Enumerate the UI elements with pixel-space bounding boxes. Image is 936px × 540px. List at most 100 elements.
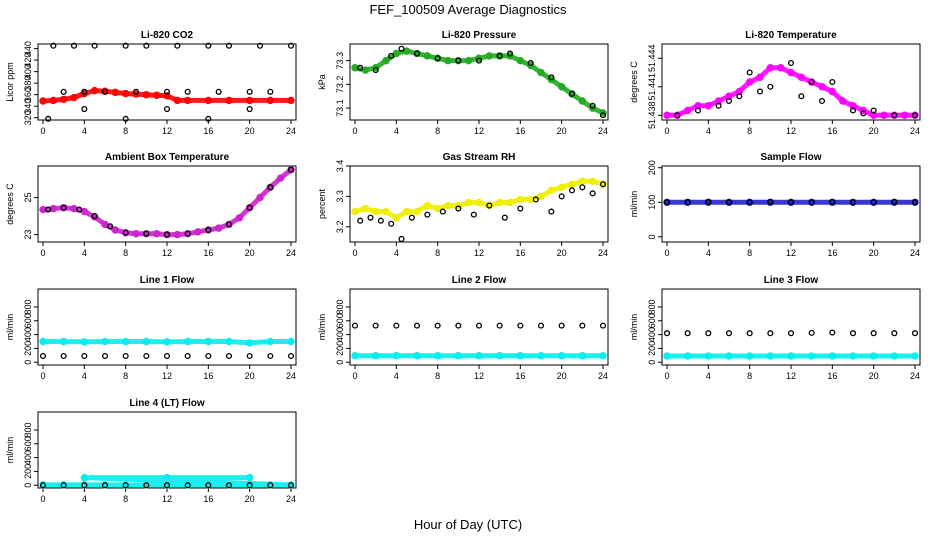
data-point xyxy=(599,322,607,329)
x-tick-label: 4 xyxy=(82,494,87,504)
data-point xyxy=(736,93,743,100)
data-point xyxy=(132,88,140,95)
panel-3: Ambient Box Temperature 0 4 8 12 16 20 24 23 25 de… xyxy=(5,152,297,258)
x-tick-label: 0 xyxy=(40,371,45,381)
data-point xyxy=(184,230,191,237)
data-point xyxy=(287,482,295,489)
data-point xyxy=(246,106,253,113)
data-point xyxy=(122,352,129,360)
x-tick-label: 8 xyxy=(123,126,128,136)
data-point xyxy=(351,322,359,329)
y-tick-label: 0 xyxy=(335,360,345,365)
series-cyan xyxy=(39,337,295,347)
y-tick-label: 400 xyxy=(23,450,33,465)
data-point xyxy=(767,83,774,90)
x-tick-label: 8 xyxy=(123,248,128,258)
panel-1: Li-820 Pressure 0 4 8 12 16 20 24 73.1 73.2 73.3 kP… xyxy=(317,30,609,136)
data-point xyxy=(163,352,171,360)
panel-4: Gas Stream RH 0 4 8 12 16 20 24 3.2 3.3 3.4 percent xyxy=(317,152,609,258)
x-tick-label: 4 xyxy=(706,371,711,381)
data-point xyxy=(911,330,919,337)
figure-xlabel: Hour of Day (UTC) xyxy=(413,517,523,532)
data-point xyxy=(60,352,67,360)
data-point xyxy=(756,88,764,95)
y-tick-label: 400 xyxy=(647,327,657,342)
x-tick-label: 16 xyxy=(515,371,525,381)
data-point xyxy=(39,352,47,360)
data-point xyxy=(60,204,67,211)
data-point xyxy=(81,106,88,113)
panel-title: Gas Stream RH xyxy=(443,152,516,163)
data-point xyxy=(589,190,596,197)
data-point xyxy=(246,88,253,95)
data-point xyxy=(122,115,129,122)
x-tick-label: 0 xyxy=(40,248,45,258)
data-point xyxy=(455,322,462,329)
data-point xyxy=(372,67,379,74)
x-tick-label: 16 xyxy=(203,126,213,136)
x-tick-label: 12 xyxy=(786,126,796,136)
data-point xyxy=(101,482,109,489)
data-point xyxy=(184,482,191,489)
data-point xyxy=(81,352,88,360)
x-tick-label: 20 xyxy=(245,494,255,504)
data-point xyxy=(767,198,774,205)
data-point xyxy=(45,206,52,213)
y-axis-label: ml/min xyxy=(5,314,15,341)
data-point xyxy=(694,107,702,114)
y-tick-label: 400 xyxy=(23,327,33,342)
panel-title: Li-820 CO2 xyxy=(141,30,194,41)
data-point xyxy=(532,196,539,203)
y-tick-label: 600 xyxy=(23,436,33,451)
data-point xyxy=(246,352,253,360)
panel-title: Line 3 Flow xyxy=(764,275,819,286)
x-tick-label: 16 xyxy=(203,494,213,504)
x-tick-label: 24 xyxy=(286,126,296,136)
plot-frame xyxy=(37,165,297,243)
data-point xyxy=(143,482,150,489)
x-tick-label: 8 xyxy=(123,371,128,381)
data-point xyxy=(787,330,795,337)
data-point xyxy=(205,226,212,234)
x-tick-label: 16 xyxy=(827,371,837,381)
x-tick-label: 4 xyxy=(706,126,711,136)
data-point xyxy=(486,202,493,209)
data-point xyxy=(287,42,295,49)
x-tick-label: 12 xyxy=(162,371,172,381)
data-point xyxy=(599,112,607,119)
x-tick-label: 12 xyxy=(786,248,796,258)
x-tick-label: 16 xyxy=(203,371,213,381)
y-tick-label: 73.3 xyxy=(335,52,345,70)
x-tick-label: 12 xyxy=(786,371,796,381)
y-tick-label: 380 xyxy=(23,76,33,91)
data-point xyxy=(398,235,405,243)
series-samples xyxy=(357,181,607,243)
data-point xyxy=(393,322,400,329)
y-axis-label: ml/min xyxy=(629,191,639,218)
data-point xyxy=(205,352,212,360)
series-average xyxy=(351,177,607,222)
x-tick-label: 12 xyxy=(474,126,484,136)
y-tick-label: 200 xyxy=(647,341,657,356)
y-tick-label: 200 xyxy=(23,341,33,356)
data-point xyxy=(413,50,421,57)
data-point xyxy=(372,322,379,329)
series-black xyxy=(39,352,295,360)
x-tick-label: 24 xyxy=(598,248,608,258)
data-point xyxy=(205,482,212,489)
data-point xyxy=(829,198,836,205)
x-tick-label: 8 xyxy=(747,371,752,381)
y-tick-label: 200 xyxy=(335,341,345,356)
series-cyan xyxy=(39,473,295,489)
series-band xyxy=(40,167,294,238)
y-axis-label: ml/min xyxy=(5,437,15,464)
data-point xyxy=(267,88,274,95)
data-point xyxy=(496,52,503,59)
data-point xyxy=(674,112,681,119)
data-point xyxy=(911,112,919,119)
data-point xyxy=(267,482,274,489)
data-point xyxy=(45,115,52,122)
